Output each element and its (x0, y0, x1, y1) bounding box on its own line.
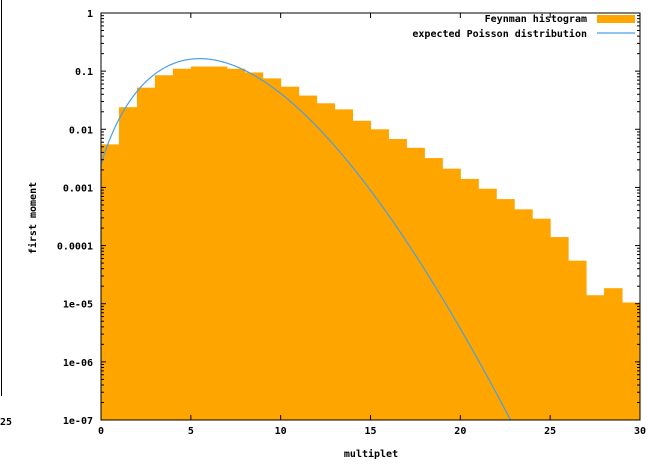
legend-swatch-histogram (597, 15, 635, 23)
legend: Feynman histogram expected Poisson distr… (412, 13, 635, 40)
histogram-bar (424, 158, 443, 420)
poisson-curve (100, 58, 512, 421)
histogram-bar (568, 260, 587, 420)
histogram-bar (352, 120, 371, 420)
histogram-bar (550, 237, 569, 420)
histogram-bar (101, 144, 120, 420)
histogram-bar (442, 168, 461, 420)
y-tick-label: 1e-07 (63, 416, 93, 427)
histogram-bar (496, 199, 515, 420)
y-tick-label: 0.1 (75, 67, 93, 78)
histogram-bar (388, 139, 407, 421)
y-tick-label: 1e-06 (63, 358, 93, 369)
y-axis-label: first moment (27, 182, 39, 254)
y-tick-label: 0.0001 (57, 242, 93, 253)
y-tick-label: 0.01 (69, 125, 93, 136)
x-tick-label: 5 (188, 426, 194, 437)
legend-label-poisson: expected Poisson distribution (412, 28, 587, 40)
histogram-bar (136, 87, 156, 420)
x-tick-label: 25 (544, 426, 556, 437)
y-tick-label: 1 (87, 9, 93, 20)
histogram-bar (604, 288, 623, 420)
histogram-bar (406, 147, 425, 420)
histogram-bar (262, 78, 282, 420)
x-axis-label: multiplet (344, 448, 398, 460)
histogram-bar (532, 218, 551, 420)
histogram-bar (316, 103, 336, 420)
x-axis-ticks: 0 5 10 15 20 25 30 (98, 13, 646, 437)
histogram-bar (154, 75, 174, 420)
y-axis-ticks: 1e-07 1e-06 1e-05 0.0001 0.001 0.01 0.1 1 (57, 9, 640, 427)
histogram-bars (101, 66, 641, 421)
histogram-bar (208, 66, 228, 420)
histogram-bar (622, 302, 641, 420)
histogram-bar (370, 129, 389, 421)
x-tick-label: 10 (275, 426, 287, 437)
histogram-bar (280, 86, 300, 421)
histogram-bar (172, 68, 192, 420)
histogram-bar (514, 209, 533, 420)
histogram-bar (334, 109, 354, 420)
histogram-bar (226, 68, 246, 420)
histogram-bar (118, 107, 138, 421)
legend-label-histogram: Feynman histogram (485, 13, 587, 25)
histogram-bar (298, 95, 318, 420)
histogram-bar (460, 178, 479, 420)
histogram-bar (478, 188, 497, 420)
histogram-bar (244, 72, 264, 420)
x-tick-label: 15 (364, 426, 376, 437)
histogram-bar (586, 295, 605, 420)
x-tick-label: 0 (98, 426, 104, 437)
left-partial-tick-label: 25 (0, 417, 12, 428)
x-tick-label: 30 (634, 426, 646, 437)
y-tick-label: 0.001 (63, 183, 93, 194)
x-tick-label: 20 (454, 426, 466, 437)
y-tick-label: 1e-05 (63, 300, 93, 311)
histogram-bar (190, 66, 210, 420)
